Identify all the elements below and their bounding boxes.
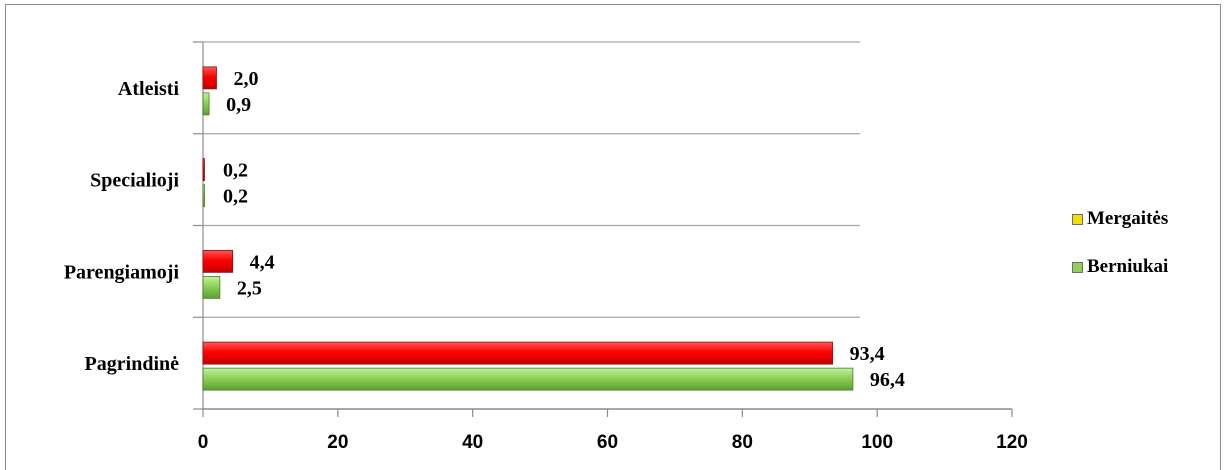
data-label-mergaites-pagrindine: 93,4 [850,343,885,365]
category-label-specialioji: Specialioji [90,170,179,192]
x-tick-label: 60 [597,432,618,453]
bar-berniukai-atleisti [202,92,210,116]
bar-mergaites-parengiamoji [202,249,234,273]
category-label-pagrindine: Pagrindinė [85,353,180,375]
x-tick-label: 0 [198,432,209,453]
data-label-berniukai-parengiamoji: 2,5 [237,277,262,299]
legend-item-mergaites: Mergaitės [1072,206,1212,232]
x-tick-label: 40 [462,432,483,453]
data-label-berniukai-specialioji: 0,2 [223,186,248,208]
bar-mergaites-atleisti [202,66,217,90]
bar-mergaites-pagrindine [202,341,834,365]
legend-swatch-berniukai [1072,261,1083,273]
data-label-mergaites-atleisti: 2,0 [233,68,258,90]
legend-swatch-mergaites [1072,213,1083,225]
bar-berniukai-parengiamoji [202,275,221,299]
x-tick-label: 100 [861,432,893,453]
data-label-berniukai-atleisti: 0,9 [226,94,251,116]
category-label-parengiamoji: Parengiamoji [64,261,180,283]
data-label-mergaites-parengiamoji: 4,4 [250,251,275,273]
bar-mergaites-specialioji [202,158,205,182]
category-label-atleisti: Atleisti [118,78,180,100]
bar-berniukai-pagrindine [202,367,854,391]
bar-berniukai-specialioji [202,184,205,208]
legend: Mergaitės Berniukai [1072,206,1212,302]
x-tick-label: 80 [732,432,753,453]
data-label-berniukai-pagrindine: 96,4 [870,369,905,391]
x-tick-label: 20 [327,432,348,453]
legend-label-mergaites: Mergaitės [1087,208,1169,229]
x-tick-label: 120 [996,432,1028,453]
legend-item-berniukai: Berniukai [1072,254,1212,280]
legend-label-berniukai: Berniukai [1087,256,1169,277]
data-label-mergaites-specialioji: 0,2 [223,160,248,182]
